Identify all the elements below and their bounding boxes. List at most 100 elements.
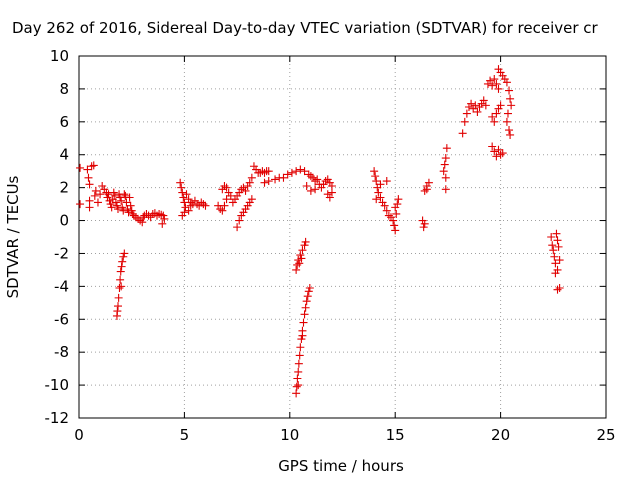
data-point-plus xyxy=(422,185,431,194)
x-tick-label: 20 xyxy=(491,426,510,444)
data-point-plus xyxy=(420,186,429,195)
data-point-plus xyxy=(300,167,309,176)
data-point-plus xyxy=(378,198,387,207)
data-point-plus xyxy=(182,190,191,199)
data-point-plus xyxy=(245,178,254,187)
data-point-plus xyxy=(91,186,100,195)
y-tick-label: 2 xyxy=(59,179,69,197)
data-point-plus xyxy=(106,200,115,209)
data-point-plus xyxy=(498,149,507,158)
data-points xyxy=(76,65,564,398)
data-point-plus xyxy=(496,68,505,77)
data-point-plus xyxy=(488,81,497,90)
data-point-plus xyxy=(243,181,252,190)
data-point-plus xyxy=(237,185,246,194)
data-point-plus xyxy=(494,145,503,154)
x-tick-label: 5 xyxy=(180,426,190,444)
data-point-plus xyxy=(184,206,193,215)
data-point-plus xyxy=(394,195,403,204)
data-point-plus xyxy=(294,359,303,368)
plot-area-border xyxy=(78,55,607,419)
data-point-plus xyxy=(247,195,256,204)
data-point-plus xyxy=(306,186,315,195)
x-tick-labels: 0 5 10 15 20 25 xyxy=(74,426,615,444)
data-point-plus xyxy=(264,167,273,176)
data-point-plus xyxy=(89,161,98,170)
data-point-plus xyxy=(245,198,254,207)
data-point-plus xyxy=(382,177,391,186)
data-point-plus xyxy=(325,178,334,187)
data-point-plus xyxy=(496,101,505,110)
data-point-plus xyxy=(76,163,85,172)
data-point-plus xyxy=(264,177,273,186)
data-point-plus xyxy=(116,267,125,276)
data-point-plus xyxy=(129,211,138,220)
data-point-plus xyxy=(311,177,320,186)
data-point-plus xyxy=(235,188,244,197)
data-point-plus xyxy=(481,101,490,110)
data-point-plus xyxy=(243,201,252,210)
data-point-plus xyxy=(554,242,563,251)
data-point-plus xyxy=(471,101,480,110)
data-point-plus xyxy=(492,109,501,118)
data-point-plus xyxy=(376,180,385,189)
data-point-plus xyxy=(228,198,237,207)
data-point-plus xyxy=(235,216,244,225)
y-tick-label: 0 xyxy=(59,212,69,230)
data-point-plus xyxy=(551,269,560,278)
data-point-plus xyxy=(296,165,305,174)
data-point-plus xyxy=(384,211,393,220)
data-point-plus xyxy=(146,213,155,222)
data-point-plus xyxy=(122,198,131,207)
data-point-plus xyxy=(85,180,94,189)
data-point-plus xyxy=(549,246,558,255)
data-point-plus xyxy=(120,249,129,258)
data-point-plus xyxy=(292,389,301,398)
data-point-plus xyxy=(104,190,113,199)
data-point-plus xyxy=(505,86,514,95)
data-point-plus xyxy=(83,165,92,174)
data-point-plus xyxy=(492,152,501,161)
data-point-plus xyxy=(507,101,516,110)
data-point-plus xyxy=(440,160,449,169)
y-tick-label: -6 xyxy=(54,310,69,328)
data-point-plus xyxy=(115,284,124,293)
data-point-plus xyxy=(199,200,208,209)
data-point-plus xyxy=(494,84,503,93)
data-point-plus xyxy=(490,117,499,126)
x-tick-label: 0 xyxy=(74,426,84,444)
data-point-plus xyxy=(304,170,313,179)
data-point-plus xyxy=(116,193,125,202)
data-point-plus xyxy=(296,251,305,260)
data-point-plus xyxy=(442,144,451,153)
data-point-plus xyxy=(102,188,111,197)
data-point-plus xyxy=(283,170,292,179)
data-point-plus xyxy=(297,254,306,263)
data-point-plus xyxy=(303,292,312,301)
data-point-plus xyxy=(178,188,187,197)
data-point-plus xyxy=(107,203,116,212)
data-point-plus xyxy=(295,351,304,360)
data-point-plus xyxy=(116,275,125,284)
data-point-plus xyxy=(441,154,450,163)
data-point-plus xyxy=(117,196,126,205)
data-point-plus xyxy=(220,181,229,190)
data-point-plus xyxy=(553,265,562,274)
data-point-plus xyxy=(114,293,123,302)
data-point-plus xyxy=(496,150,505,159)
data-point-plus xyxy=(85,203,94,212)
data-point-plus xyxy=(93,198,102,207)
data-point-plus xyxy=(98,181,107,190)
data-point-plus xyxy=(118,257,127,266)
data-point-plus xyxy=(300,310,309,319)
y-tick-label: 4 xyxy=(59,146,69,164)
data-point-plus xyxy=(90,191,99,200)
data-point-plus xyxy=(100,185,109,194)
y-tick-label: -8 xyxy=(54,343,69,361)
data-point-plus xyxy=(321,177,330,186)
y-tick-label: -4 xyxy=(54,277,69,295)
data-point-plus xyxy=(548,241,557,250)
data-point-plus xyxy=(121,191,130,200)
y-tick-label: -12 xyxy=(45,409,70,427)
data-point-plus xyxy=(460,117,469,126)
